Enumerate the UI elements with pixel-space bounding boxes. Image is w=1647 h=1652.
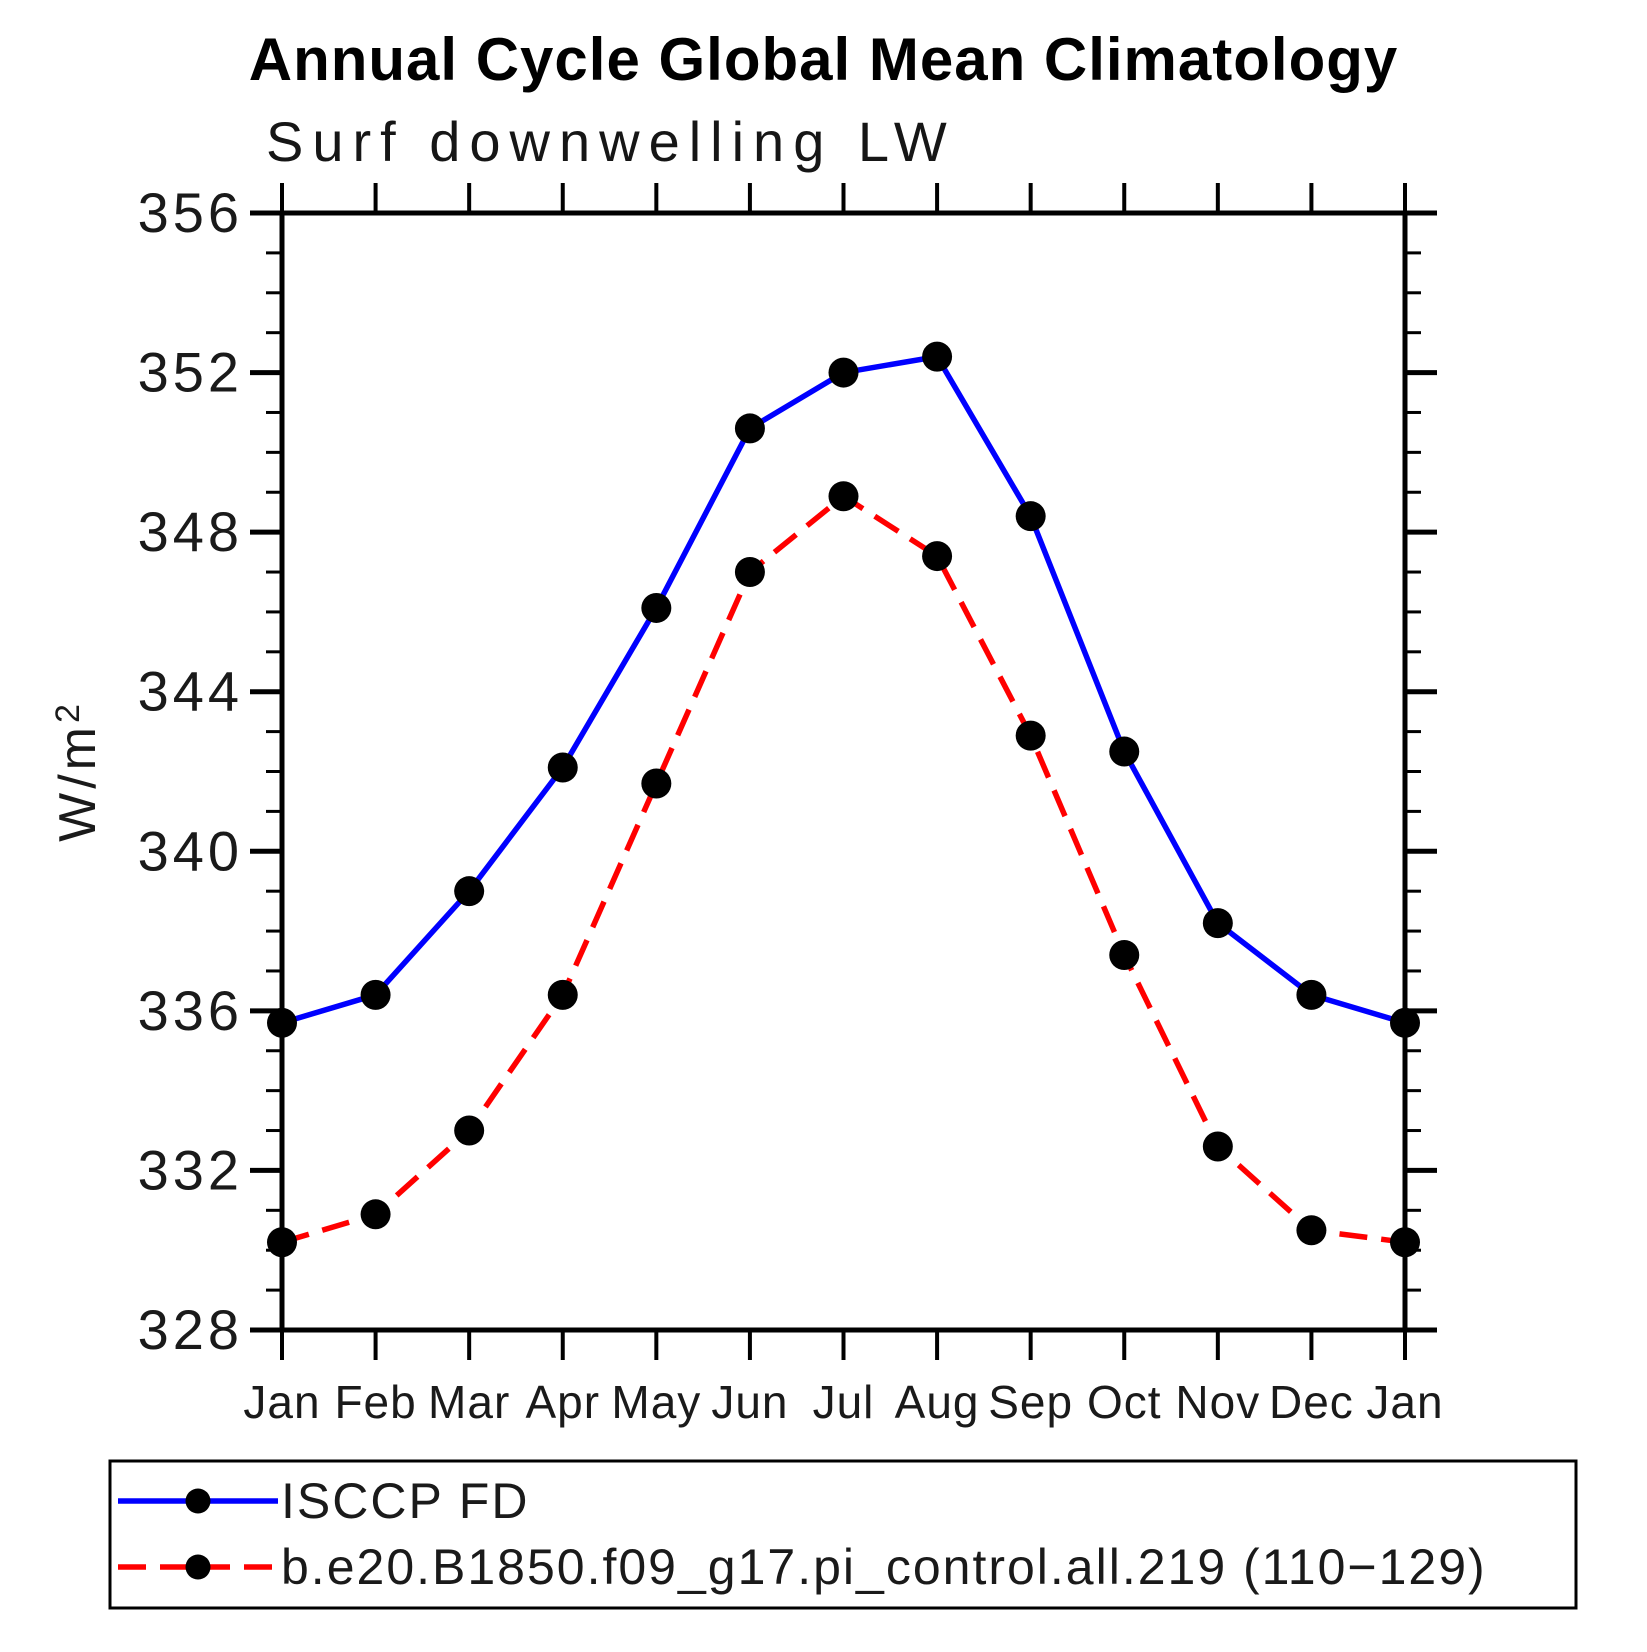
x-tick-label: Aug [895, 1376, 980, 1428]
legend-box [108, 1459, 1578, 1610]
data-point [1390, 1007, 1420, 1038]
x-tick-label: Sep [988, 1376, 1073, 1428]
x-tick-label: Feb [334, 1376, 416, 1428]
x-tick-label: Dec [1269, 1376, 1354, 1428]
y-tick-label: 356 [138, 181, 243, 244]
data-point [922, 541, 953, 572]
y-tick-label: 328 [138, 1298, 243, 1361]
data-point [1015, 501, 1046, 532]
data-point [641, 768, 672, 799]
legend-label: ISCCP FD [281, 1473, 529, 1529]
data-point [641, 592, 672, 623]
x-tick-label: Jan [243, 1376, 320, 1428]
x-tick-label: Jan [1366, 1376, 1443, 1428]
data-point [454, 876, 485, 907]
data-point [1296, 979, 1327, 1010]
data-point [922, 341, 953, 372]
page-title: Annual Cycle Global Mean Climatology [248, 26, 1399, 93]
y-tick-label: 348 [138, 500, 243, 563]
data-point [1296, 1215, 1327, 1246]
legend-marker [185, 1488, 211, 1514]
x-tick-label: Apr [525, 1376, 600, 1428]
data-point [267, 1227, 297, 1258]
x-tick-label: Jun [711, 1376, 788, 1428]
x-tick-label: Jul [813, 1376, 875, 1428]
y-tick-label: 332 [138, 1138, 243, 1201]
x-tick-label: Mar [428, 1376, 510, 1428]
data-point [360, 979, 391, 1010]
data-point [454, 1115, 485, 1146]
chart-subtitle: Surf downwelling LW [266, 110, 956, 173]
legend-label: b.e20.B1850.f09_g17.pi_control.all.219 (… [281, 1539, 1487, 1595]
y-tick-label: 352 [138, 341, 243, 404]
data-point [1390, 1227, 1420, 1258]
y-tick-label: 340 [138, 819, 243, 882]
data-point [828, 481, 859, 512]
legend-marker [185, 1554, 211, 1580]
data-point [1015, 720, 1046, 751]
data-point [828, 357, 859, 388]
data-point [267, 1007, 297, 1038]
data-point [1202, 1131, 1233, 1162]
x-tick-label: May [611, 1376, 701, 1428]
x-tick-label: Oct [1087, 1376, 1162, 1428]
y-tick-label: 336 [138, 979, 243, 1042]
data-point [360, 1199, 391, 1230]
y-axis-label: W/m2 [49, 700, 107, 842]
data-point [547, 752, 578, 783]
series-line-0 [281, 353, 1406, 1026]
y-tick-label: 344 [138, 660, 243, 723]
x-tick-label: Nov [1175, 1376, 1260, 1428]
data-point [1109, 736, 1140, 767]
data-point [1202, 908, 1233, 939]
data-point [1109, 940, 1140, 971]
data-point [734, 413, 765, 444]
series-line-1 [281, 492, 1406, 1245]
data-point [547, 979, 578, 1010]
data-point [734, 557, 765, 588]
